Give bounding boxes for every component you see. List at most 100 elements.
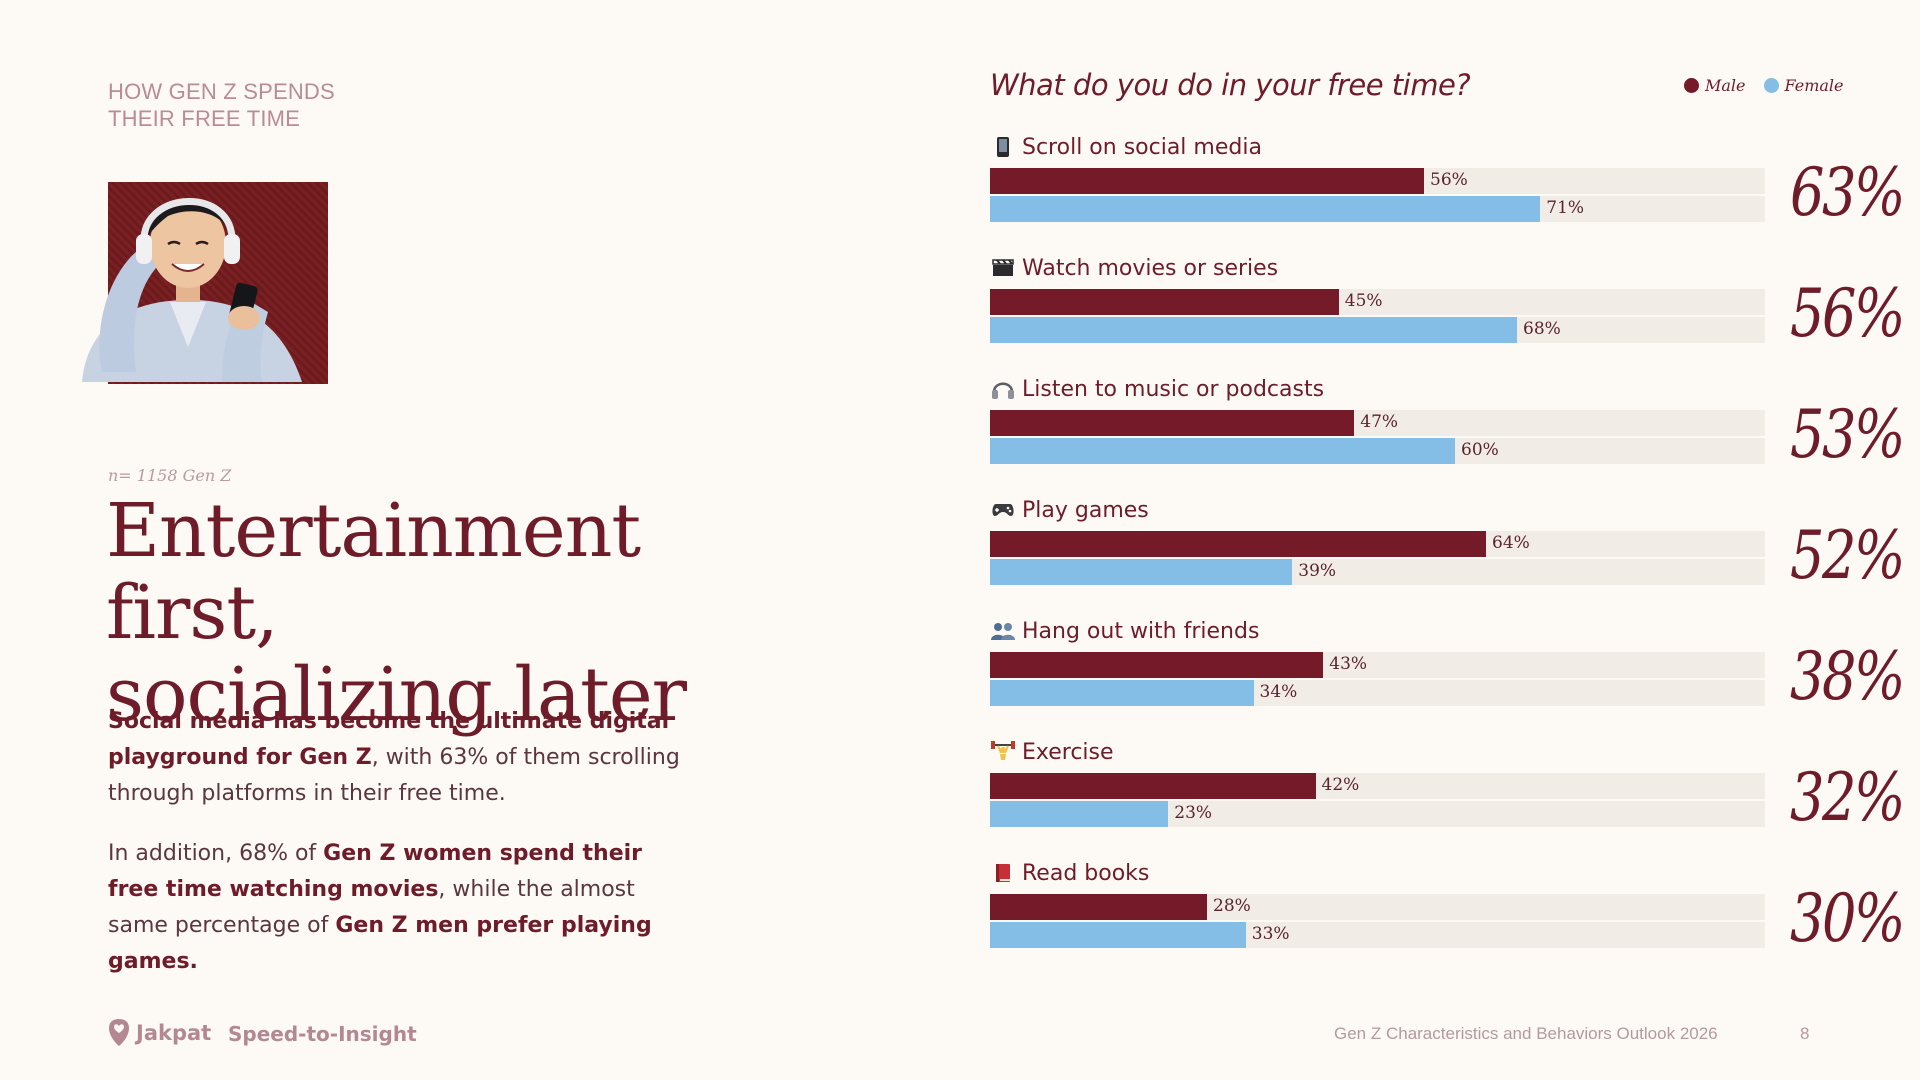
female-bar	[990, 196, 1541, 222]
female-bar	[990, 801, 1169, 827]
bar-track: 23%	[990, 801, 1765, 827]
legend-male-label: Male	[1705, 76, 1746, 95]
legend-female-label: Female	[1784, 76, 1844, 95]
bar-track: 45%	[990, 289, 1765, 315]
total-percentage: 56%	[1790, 275, 1905, 352]
male-bar	[990, 773, 1316, 799]
kicker-line-2: THEIR FREE TIME	[108, 106, 301, 131]
report-title: Gen Z Characteristics and Behaviors Outl…	[1334, 1024, 1718, 1043]
female-value-label: 60%	[1461, 440, 1499, 460]
clapperboard-icon	[990, 255, 1016, 281]
brand-name: Jakpat	[136, 1021, 212, 1045]
body-paragraph-2: In addition, 68% of Gen Z women spend th…	[108, 836, 688, 980]
bar-track: 28%	[990, 894, 1765, 920]
kicker-line-1: HOW GEN Z SPENDS	[108, 79, 335, 104]
female-bar	[990, 317, 1517, 343]
male-value-label: 42%	[1321, 775, 1360, 795]
male-value-label: 64%	[1492, 533, 1530, 553]
body-p2-bold-1: Gen Z women spend their free time watchi…	[108, 841, 643, 902]
chart-title: What do you do in your free time?	[990, 68, 1471, 102]
bar-track: 42%	[990, 773, 1765, 799]
female-bar	[990, 559, 1293, 585]
female-value-label: 23%	[1174, 803, 1213, 823]
headphones-icon	[990, 376, 1016, 402]
total-percentage: 32%	[1790, 759, 1905, 836]
category-label-text: Read books	[1022, 860, 1150, 886]
total-percentage: 63%	[1790, 154, 1905, 231]
legend-female-swatch	[1763, 78, 1779, 93]
body-paragraph-1: Social media has become the ultimate dig…	[108, 704, 688, 812]
person-illustration	[82, 198, 302, 382]
category-label: Listen to music or podcasts	[990, 374, 1324, 404]
chart-group: Play games 64% 39% 52%	[990, 495, 1905, 605]
female-value-label: 71%	[1546, 198, 1585, 218]
male-bar	[990, 410, 1355, 436]
total-percentage: 53%	[1790, 396, 1905, 473]
headline-line-2: socializing later	[106, 652, 687, 738]
female-bar	[990, 922, 1246, 948]
body-copy: Social media has become the ultimate dig…	[108, 704, 688, 1004]
male-bar	[990, 894, 1207, 920]
chart-group: Exercise 42% 23% 32%	[990, 737, 1905, 847]
total-percentage: 52%	[1790, 517, 1905, 594]
person-with-headphones-photo	[82, 182, 328, 384]
male-bar	[990, 652, 1324, 678]
female-value-label: 39%	[1298, 561, 1337, 581]
category-label-text: Play games	[1022, 497, 1149, 523]
female-value-label: 68%	[1523, 319, 1561, 339]
body-p1-bold: Social media has become the ultimate dig…	[108, 709, 670, 770]
category-label-text: Hang out with friends	[1022, 618, 1260, 644]
body-p2-bold-2: Gen Z men prefer playing games.	[108, 913, 652, 974]
book-icon	[990, 860, 1016, 886]
legend-male-swatch	[1684, 78, 1699, 93]
sample-size-note: n= 1158 Gen Z	[108, 466, 232, 485]
bar-track: 43%	[990, 652, 1765, 678]
category-label-text: Watch movies or series	[1022, 255, 1279, 281]
brand-tagline: Speed-to-Insight	[228, 1022, 417, 1046]
female-value-label: 34%	[1259, 682, 1298, 702]
male-value-label: 43%	[1329, 654, 1368, 674]
bar-track: 39%	[990, 559, 1765, 585]
bar-track: 60%	[990, 438, 1765, 464]
body-p2-a: In addition, 68% of	[108, 841, 324, 866]
category-label-text: Scroll on social media	[1022, 134, 1262, 160]
male-value-label: 28%	[1213, 896, 1251, 916]
brand-logo: Jakpat	[108, 1018, 211, 1048]
bar-track: 56%	[990, 168, 1765, 194]
body-p2-b: , while the almost same percentage of	[108, 877, 635, 938]
female-value-label: 33%	[1251, 924, 1290, 944]
page-number: 8	[1800, 1024, 1810, 1043]
male-bar	[990, 289, 1339, 315]
bar-track: 71%	[990, 196, 1765, 222]
category-label: Scroll on social media	[990, 132, 1262, 162]
phone-icon	[990, 134, 1016, 160]
bar-track: 68%	[990, 317, 1765, 343]
category-label: Exercise	[990, 737, 1114, 767]
section-kicker: HOW GEN Z SPENDS THEIR FREE TIME	[108, 78, 335, 132]
page-headline: Entertainment first, socializing later	[106, 490, 826, 736]
category-label: Watch movies or series	[990, 253, 1278, 283]
category-label: Play games	[990, 495, 1149, 525]
male-bar	[990, 531, 1486, 557]
category-label-text: Exercise	[1022, 739, 1114, 765]
chart-group: Read books 28% 33% 30%	[990, 858, 1905, 968]
total-percentage: 38%	[1790, 638, 1905, 715]
male-value-label: 47%	[1360, 412, 1399, 432]
chart-group: Watch movies or series 45% 68% 56%	[990, 253, 1905, 363]
brand-mark-icon	[109, 1019, 129, 1046]
gamepad-icon	[990, 497, 1016, 523]
chart-group: Scroll on social media 56% 71% 63%	[990, 132, 1905, 242]
category-label-text: Listen to music or podcasts	[1022, 376, 1325, 402]
headline-line-1: Entertainment first,	[106, 488, 641, 656]
body-p1-rest: , with 63% of them scrolling through pla…	[108, 745, 680, 806]
total-percentage: 30%	[1790, 880, 1905, 957]
bar-track: 64%	[990, 531, 1765, 557]
male-value-label: 45%	[1344, 291, 1383, 311]
bar-track: 34%	[990, 680, 1765, 706]
bar-track: 33%	[990, 922, 1765, 948]
bar-track: 47%	[990, 410, 1765, 436]
female-bar	[990, 680, 1254, 706]
category-label: Read books	[990, 858, 1149, 888]
chart-group: Hang out with friends 43% 34% 38%	[990, 616, 1905, 726]
male-value-label: 56%	[1430, 170, 1468, 190]
